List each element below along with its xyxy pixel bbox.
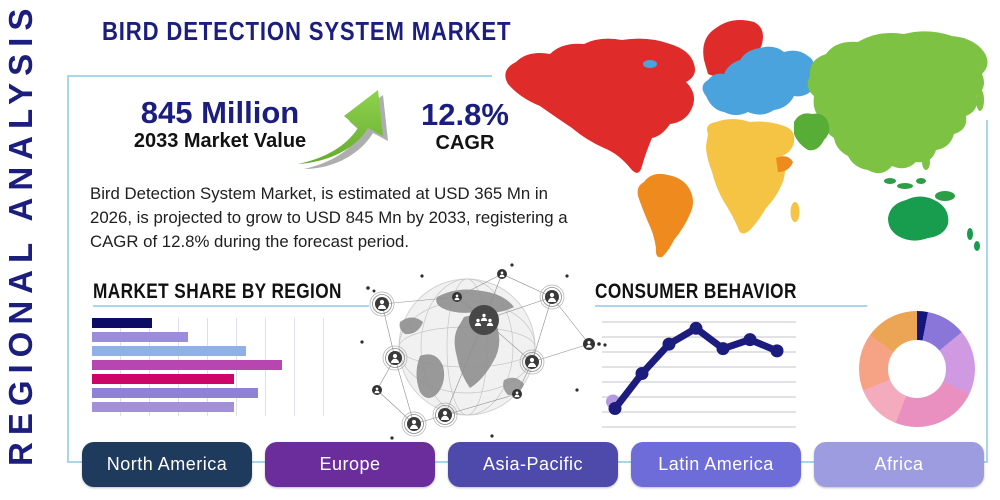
- map-new-zealand-south: [974, 241, 980, 251]
- map-madagascar: [790, 202, 800, 222]
- people-group-node-icon: [469, 305, 499, 335]
- consumer-behavior-line-chart: [602, 321, 796, 428]
- bar-region-6: [92, 388, 258, 398]
- bar-region-4: [92, 360, 282, 370]
- network-lines: [376, 273, 590, 425]
- map-philippines: [922, 154, 930, 170]
- map-europe: [702, 46, 818, 115]
- network-node-icon: [432, 402, 458, 428]
- network-node-icon: [382, 345, 408, 371]
- map-middle-east: [794, 113, 830, 151]
- arrow-body: [298, 90, 383, 164]
- bar-region-1: [92, 318, 152, 328]
- map-horn-of-africa: [776, 156, 793, 172]
- globe-network-graphic: [360, 263, 607, 440]
- line-data-point: [662, 337, 676, 351]
- bar-region-2: [92, 332, 188, 342]
- network-node-icon: [401, 411, 427, 437]
- map-africa: [706, 119, 795, 234]
- bar-region-5: [92, 374, 234, 384]
- market-share-heading: MARKET SHARE BY REGION: [93, 280, 342, 303]
- network-node-icon: [539, 284, 565, 310]
- market-share-bar-chart: [92, 318, 332, 416]
- network-node-small: [512, 389, 522, 399]
- map-north-america: [505, 38, 695, 173]
- world-map: [492, 0, 1000, 259]
- network-node-small: [497, 269, 507, 279]
- bar-region-3: [92, 346, 246, 356]
- map-australia: [888, 196, 949, 241]
- cagr-stat: 12.8% CAGR: [405, 97, 525, 155]
- line-data-point: [635, 367, 649, 380]
- network-node-small: [372, 385, 382, 395]
- regional-analysis-label: REGIONAL ANALYSIS: [2, 1, 39, 466]
- market-value-number: 845 Million: [140, 95, 300, 130]
- line-data-point: [743, 333, 757, 347]
- page-title: BIRD DETECTION SYSTEM MARKET: [102, 16, 512, 46]
- market-value-label: 2033 Market Value: [133, 130, 307, 153]
- cagr-label: CAGR: [435, 132, 495, 155]
- line-data-point: [608, 402, 622, 416]
- map-south-america: [637, 173, 693, 258]
- market-share-underline: [93, 305, 369, 307]
- region-button-asia-pacific[interactable]: Asia-Pacific: [448, 442, 618, 487]
- map-new-zealand-north: [967, 228, 973, 240]
- cagr-number: 12.8%: [421, 97, 509, 132]
- map-japan: [976, 89, 984, 111]
- regional-split-donut-chart: [859, 311, 975, 427]
- map-islands-oceania: [884, 178, 955, 201]
- network-node-icon: [369, 291, 395, 317]
- market-value-stat: 845 Million 2033 Market Value: [100, 95, 340, 153]
- region-button-europe[interactable]: Europe: [265, 442, 435, 487]
- line-data-point: [716, 342, 730, 356]
- region-button-africa[interactable]: Africa: [814, 442, 984, 487]
- map-asia: [807, 31, 988, 174]
- line-data-point: [689, 321, 703, 335]
- region-button-north-america[interactable]: North America: [82, 442, 252, 487]
- network-node-small: [583, 338, 595, 350]
- network-node-small: [452, 292, 462, 302]
- market-summary-text: Bird Detection System Market, is estimat…: [90, 184, 568, 251]
- map-uk: [707, 81, 715, 95]
- growth-arrow-icon: [298, 90, 388, 169]
- network-dots: [360, 263, 607, 440]
- region-buttons-row: North America Europe Asia-Pacific Latin Ame…: [82, 442, 984, 487]
- map-iceland: [643, 60, 657, 68]
- consumer-behavior-underline: [595, 305, 867, 307]
- line-data-point: [770, 344, 784, 358]
- region-button-latin-america[interactable]: Latin America: [631, 442, 801, 487]
- bar-region-7: [92, 402, 234, 412]
- network-node-icon: [519, 349, 545, 375]
- consumer-behavior-heading: CONSUMER BEHAVIOR: [595, 280, 797, 303]
